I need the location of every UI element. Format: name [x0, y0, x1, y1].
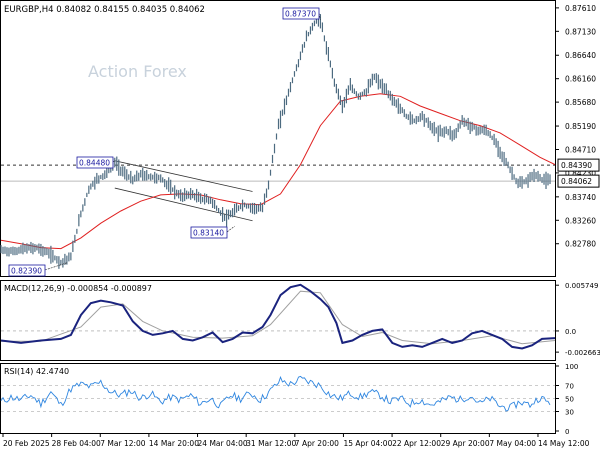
rsi-tick-label: 70: [565, 383, 574, 391]
channel-line-1: [114, 187, 253, 222]
time-tick-label: 31 Mar 12:00: [246, 439, 296, 448]
price-annotations: 0.87370 0.84480 0.83140 0.82390: [8, 7, 321, 277]
time-tick-label: 24 Mar 04:00: [198, 439, 248, 448]
rsi-tick-label: 30: [565, 409, 574, 417]
price-tick-label: 0.83260: [565, 216, 596, 225]
annotation-leader: [44, 262, 67, 271]
time-tick-label: 14 Mar 20:00: [149, 439, 199, 448]
macd-series: [0, 283, 556, 350]
price-panel-frame: [0, 0, 556, 277]
time-tick-label: 22 Apr 12:00: [392, 439, 441, 448]
time-tick-label: 7 Apr 20:00: [295, 439, 339, 448]
rsi-line: [0, 375, 551, 412]
annotation-box: [190, 226, 228, 239]
time-tick-label: 14 May 12:00: [538, 439, 590, 448]
annotation-label: 0.84480: [79, 159, 110, 168]
moving-average: [0, 93, 556, 250]
price-tick-label: 0.87130: [565, 27, 596, 36]
time-tick-label: 7 May 04:00: [489, 439, 536, 448]
price-axis: 0.87610 0.87130 0.86640 0.86160 0.85680 0.851…: [555, 4, 596, 249]
time-tick-label: 29 Apr 20:00: [441, 439, 490, 448]
price-tick-label: 0.86160: [565, 75, 596, 84]
hline-label-box: [557, 174, 600, 188]
annotation-box: [8, 264, 46, 277]
macd-tick-label: -0.002663: [565, 349, 600, 357]
hline-label: 0.84062: [561, 177, 592, 186]
macd-panel-frame: [0, 280, 556, 361]
time-tick-label: 20 Feb 2025: [3, 439, 50, 448]
macd-line: [0, 283, 556, 350]
macd-signal-line: [1, 290, 556, 345]
price-tick-label: 0.85190: [565, 122, 596, 131]
annotation-label: 0.82390: [11, 267, 42, 276]
price-tick-label: 0.82780: [565, 240, 596, 249]
annotation-box: [76, 156, 114, 169]
rsi-tick-label: 0: [565, 428, 569, 436]
hline-labels: 0.84390 0.84062: [557, 158, 600, 188]
price-tick-label: 0.86640: [565, 51, 596, 60]
annotation-label: 0.87370: [285, 10, 316, 19]
price-header: EURGBP,H4 0.84082 0.84155 0.84035 0.8406…: [4, 5, 205, 15]
time-axis: 20 Feb 2025 28 Feb 04:00 7 Mar 12:00 14 Mar…: [2, 434, 590, 448]
price-tick-label: 0.84710: [565, 145, 596, 154]
macd-tick-label: 0.0: [565, 328, 576, 336]
price-series: [0, 14, 551, 269]
price-tick-label: 0.87610: [565, 4, 596, 13]
hline-label: 0.84390: [561, 161, 592, 170]
macd-header: MACD(12,26,9) -0.000854 -0.000897: [4, 284, 152, 293]
rsi-header: RSI(14) 42.4740: [4, 367, 69, 376]
time-tick-label: 28 Feb 04:00: [52, 439, 101, 448]
price-tick-label: 0.85680: [565, 98, 596, 107]
rsi-tick-label: 50: [565, 396, 574, 404]
annotation-box: [282, 7, 320, 20]
annotation-leader: [226, 225, 235, 233]
price-tick-label: 0.84230: [565, 169, 596, 178]
rsi-axis: 100 70 50 30 0: [1, 363, 578, 436]
time-tick-label: 7 Mar 12:00: [100, 439, 146, 448]
ma-line: [0, 93, 556, 250]
time-tick-label: 15 Apr 04:00: [343, 439, 392, 448]
trend-channel: [114, 160, 253, 222]
watermark: Action Forex: [88, 62, 187, 81]
macd-tick-label: 0.005749: [565, 282, 598, 290]
price-tick-label: 0.83740: [565, 193, 596, 202]
hline-label-box: [557, 158, 600, 172]
annotation-label: 0.83140: [193, 229, 224, 238]
rsi-series: [0, 375, 551, 412]
rsi-tick-label: 100: [565, 363, 578, 371]
channel-line-0: [114, 160, 253, 192]
macd-axis: 0.005749 0.0 -0.002663: [1, 282, 600, 357]
